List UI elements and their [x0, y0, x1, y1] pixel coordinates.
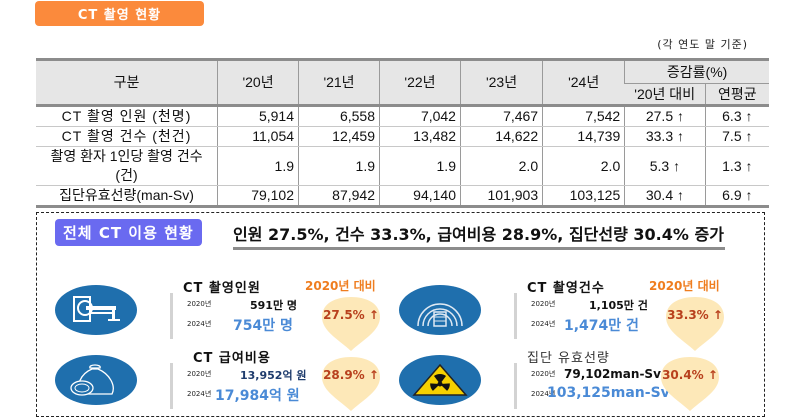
- cell-annual: 6.9 ↑: [704, 185, 769, 208]
- cell-value: 103,125: [542, 185, 625, 208]
- value-2020: 591만 명: [250, 299, 298, 312]
- cell-annual: 6.3 ↑: [704, 105, 769, 127]
- table-row: 촬영 환자 1인당 촬영 건수(건) 1.9 1.9 1.9 2.0 2.0 5…: [36, 146, 769, 186]
- header-year: '23년: [459, 58, 543, 107]
- year-2020-label: 2020년: [531, 300, 556, 308]
- cell-value: 6,558: [298, 105, 380, 127]
- cell-value: 7,467: [459, 105, 543, 127]
- cell-value: 1.9: [379, 146, 461, 186]
- value-2024: 1,474만 건: [564, 318, 639, 334]
- cell-value: 7,542: [542, 105, 625, 127]
- cell-value: 2.0: [459, 146, 543, 186]
- stat-card-cost: CT 급여비용 2020년 13,952억 원 2024년 17,984억 원 …: [55, 347, 395, 413]
- cell-annual: 1.3 ↑: [704, 146, 769, 186]
- year-2024-label: 2024년: [187, 320, 212, 328]
- unit-note: (각 연도 말 기준): [657, 38, 748, 51]
- cell-value: 14,739: [542, 126, 625, 147]
- header-vs-2020: '20년 대비: [624, 83, 706, 107]
- ct-gantry-icon: [399, 285, 481, 335]
- cell-value: 14,622: [459, 126, 543, 147]
- table-row: CT 촬영 인원 (천명) 5,914 6,558 7,042 7,467 7,…: [36, 105, 769, 127]
- row-label: CT 촬영 인원 (천명): [36, 105, 218, 127]
- header-year: '21년: [298, 58, 380, 107]
- change-badge: 30.4% ↑: [657, 355, 723, 411]
- section-title-badge: CT 촬영 현황: [35, 1, 204, 26]
- cell-value: 87,942: [298, 185, 380, 208]
- header-year: '22년: [379, 58, 461, 107]
- card-title: CT 촬영인원: [183, 281, 261, 296]
- year-2020-label: 2020년: [187, 370, 212, 378]
- stat-card-cases: CT 촬영건수 2020년 대비 2020년 1,105만 건 2024년 1,…: [399, 277, 739, 351]
- cell-vs-2020: 27.5 ↑: [624, 105, 706, 127]
- row-label: 집단유효선량(man-Sv): [36, 185, 218, 208]
- money-bag-icon: [55, 355, 137, 405]
- value-2024: 103,125man-Sv: [547, 385, 670, 401]
- header-annual-avg: 연평균: [704, 83, 769, 107]
- cell-vs-2020: 30.4 ↑: [624, 185, 706, 208]
- radiation-icon: [399, 355, 481, 405]
- ct-stats-table: 구분 '20년 '21년 '22년 '23년 '24년 증감률(%) '20년 …: [36, 58, 769, 208]
- cell-value: 5,914: [217, 105, 299, 127]
- cell-value: 94,140: [379, 185, 461, 208]
- value-2024: 754만 명: [233, 318, 293, 334]
- cell-vs-2020: 33.3 ↑: [624, 126, 706, 147]
- cell-value: 1.9: [217, 146, 299, 186]
- change-value: 27.5% ↑: [323, 308, 379, 322]
- header-category: 구분: [36, 58, 218, 107]
- value-2020: 79,102man-Sv: [564, 367, 661, 381]
- year-2020-label: 2020년: [187, 300, 212, 308]
- value-2020: 13,952억 원: [240, 369, 307, 382]
- change-value: 28.9% ↑: [323, 368, 379, 382]
- header-year: '24년: [542, 58, 625, 107]
- compare-label: 2020년 대비: [649, 279, 720, 293]
- cell-value: 2.0: [542, 146, 625, 186]
- year-2020-label: 2020년: [531, 370, 556, 378]
- table-row: 집단유효선량(man-Sv) 79,102 87,942 94,140 101,…: [36, 185, 769, 208]
- stat-card-patients: CT 촬영인원 2020년 대비 2020년 591만 명 2024년 754만…: [55, 277, 395, 351]
- compare-label: 2020년 대비: [305, 279, 376, 293]
- cell-value: 11,054: [217, 126, 299, 147]
- cell-vs-2020: 5.3 ↑: [624, 146, 706, 186]
- year-2024-label: 2024년: [531, 320, 556, 328]
- divider: [514, 293, 517, 339]
- cell-annual: 7.5 ↑: [704, 126, 769, 147]
- card-title: CT 급여비용: [193, 351, 271, 366]
- year-2024-label: 2024년: [531, 390, 556, 398]
- cell-value: 79,102: [217, 185, 299, 208]
- row-label: 촬영 환자 1인당 촬영 건수(건): [36, 146, 218, 186]
- divider: [170, 293, 173, 339]
- ct-scanner-icon: [55, 285, 137, 335]
- summary-panel: 전체 CT 이용 현황 인원 27.5%, 건수 33.3%, 급여비용 28.…: [36, 212, 765, 417]
- value-2024: 17,984억 원: [215, 388, 300, 404]
- summary-title-badge: 전체 CT 이용 현황: [55, 219, 202, 246]
- change-badge: 27.5% ↑: [318, 295, 384, 351]
- divider: [514, 363, 517, 409]
- year-2024-label: 2024년: [187, 390, 212, 398]
- table-row: CT 촬영 건수 (천건) 11,054 12,459 13,482 14,62…: [36, 126, 769, 147]
- header-change-rate: 증감률(%): [624, 58, 769, 84]
- cell-value: 13,482: [379, 126, 461, 147]
- card-title: 집단 유효선량: [527, 351, 610, 366]
- stat-card-dose: 집단 유효선량 2020년 79,102man-Sv 2024년 103,125…: [399, 347, 739, 413]
- header-year: '20년: [217, 58, 299, 107]
- cell-value: 7,042: [379, 105, 461, 127]
- cell-value: 101,903: [459, 185, 543, 208]
- cell-value: 12,459: [298, 126, 380, 147]
- row-label: CT 촬영 건수 (천건): [36, 126, 218, 147]
- change-value: 30.4% ↑: [662, 368, 718, 382]
- divider: [170, 363, 173, 409]
- change-badge: 33.3% ↑: [662, 295, 728, 351]
- cell-value: 1.9: [298, 146, 380, 186]
- change-value: 33.3% ↑: [667, 308, 723, 322]
- card-title: CT 촬영건수: [527, 281, 605, 296]
- value-2020: 1,105만 건: [589, 299, 648, 312]
- summary-headline: 인원 27.5%, 건수 33.3%, 급여비용 28.9%, 집단선량 30.…: [233, 219, 725, 250]
- change-badge: 28.9% ↑: [318, 355, 384, 411]
